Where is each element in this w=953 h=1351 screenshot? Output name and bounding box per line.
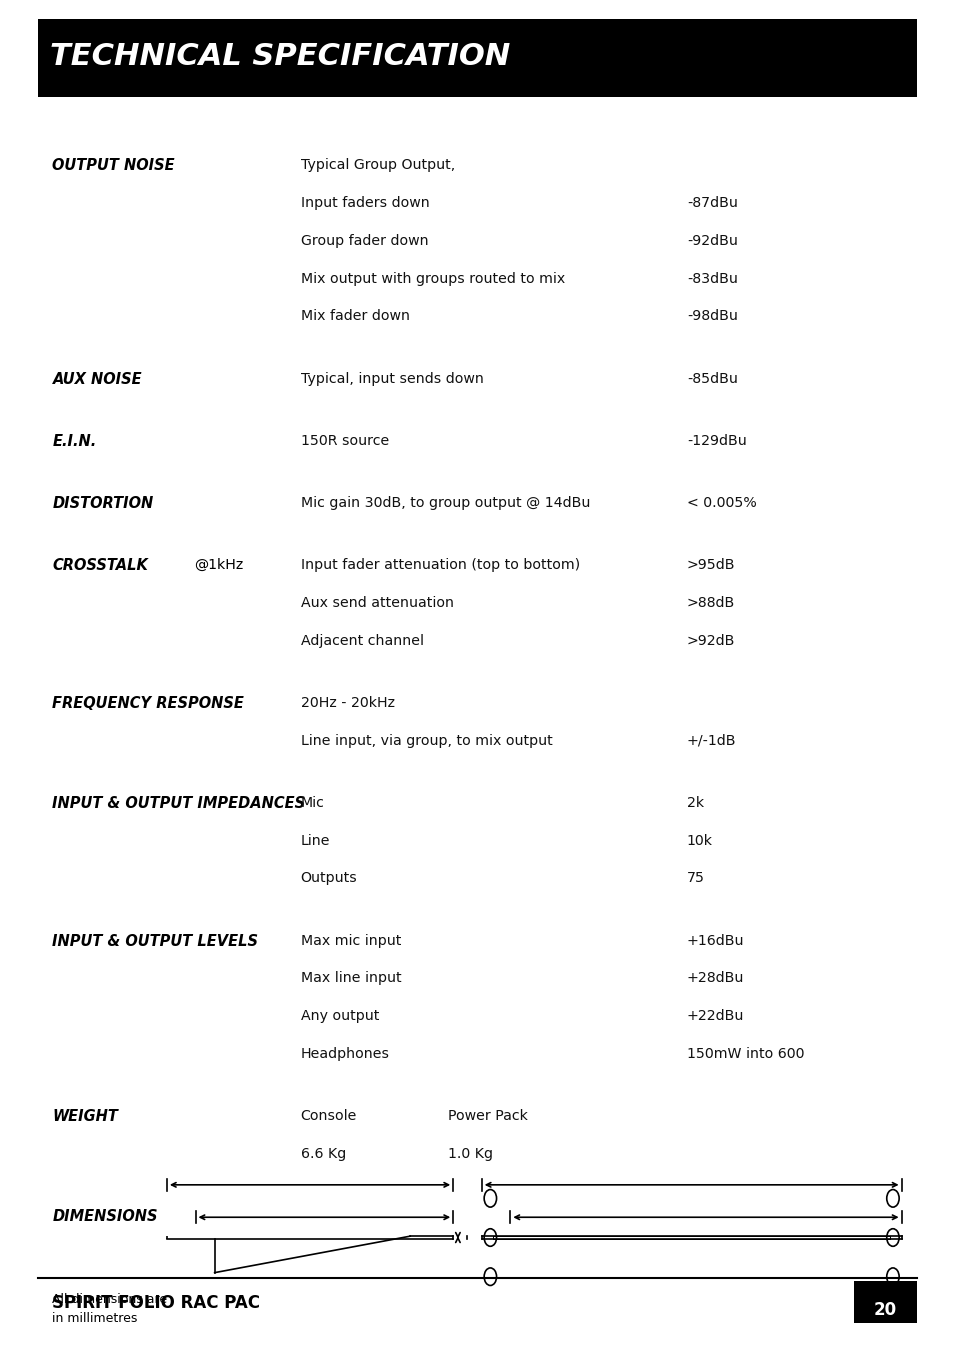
Text: Max line input: Max line input xyxy=(300,971,400,985)
Text: +16dBu: +16dBu xyxy=(686,934,743,947)
Text: 2k: 2k xyxy=(686,796,703,809)
Text: >92dB: >92dB xyxy=(686,634,735,647)
Text: @1kHz: @1kHz xyxy=(193,558,243,571)
Text: WEIGHT: WEIGHT xyxy=(52,1109,118,1124)
Text: 150R source: 150R source xyxy=(300,434,389,447)
Text: Line: Line xyxy=(300,834,330,847)
Text: Outputs: Outputs xyxy=(300,871,356,885)
Text: OUTPUT NOISE: OUTPUT NOISE xyxy=(52,158,175,173)
Text: INPUT & OUTPUT LEVELS: INPUT & OUTPUT LEVELS xyxy=(52,934,258,948)
Text: +22dBu: +22dBu xyxy=(686,1009,743,1023)
Text: >95dB: >95dB xyxy=(686,558,735,571)
Text: -85dBu: -85dBu xyxy=(686,372,737,385)
Text: Any output: Any output xyxy=(300,1009,378,1023)
Text: 6.6 Kg: 6.6 Kg xyxy=(300,1147,345,1161)
Text: Headphones: Headphones xyxy=(300,1047,389,1061)
Text: 150mW into 600: 150mW into 600 xyxy=(686,1047,803,1061)
Text: Console: Console xyxy=(300,1109,356,1123)
Text: Max mic input: Max mic input xyxy=(300,934,400,947)
Text: -87dBu: -87dBu xyxy=(686,196,737,209)
Text: -83dBu: -83dBu xyxy=(686,272,737,285)
Text: +/-1dB: +/-1dB xyxy=(686,734,736,747)
Text: Mix fader down: Mix fader down xyxy=(300,309,409,323)
Text: DISTORTION: DISTORTION xyxy=(52,496,153,511)
Text: FREQUENCY RESPONSE: FREQUENCY RESPONSE xyxy=(52,696,244,711)
Text: INPUT & OUTPUT IMPEDANCES: INPUT & OUTPUT IMPEDANCES xyxy=(52,796,305,811)
Text: DIMENSIONS: DIMENSIONS xyxy=(52,1209,158,1224)
Text: Group fader down: Group fader down xyxy=(300,234,428,247)
Text: Mic: Mic xyxy=(300,796,324,809)
Text: Adjacent channel: Adjacent channel xyxy=(300,634,423,647)
Text: Mic gain 30dB, to group output @ 14dBu: Mic gain 30dB, to group output @ 14dBu xyxy=(300,496,589,509)
Text: Mix output with groups routed to mix: Mix output with groups routed to mix xyxy=(300,272,564,285)
Text: Power Pack: Power Pack xyxy=(448,1109,528,1123)
Text: -98dBu: -98dBu xyxy=(686,309,737,323)
Text: 75: 75 xyxy=(686,871,704,885)
Text: < 0.005%: < 0.005% xyxy=(686,496,756,509)
Text: TECHNICAL SPECIFICATION: TECHNICAL SPECIFICATION xyxy=(50,42,509,72)
Text: >88dB: >88dB xyxy=(686,596,735,609)
Text: E.I.N.: E.I.N. xyxy=(52,434,96,449)
Text: AUX NOISE: AUX NOISE xyxy=(52,372,142,386)
Text: 20: 20 xyxy=(873,1301,896,1319)
Text: CROSSTALK: CROSSTALK xyxy=(52,558,148,573)
Text: 10k: 10k xyxy=(686,834,712,847)
Text: -92dBu: -92dBu xyxy=(686,234,737,247)
Text: SPIRIT FOLIO RAC PAC: SPIRIT FOLIO RAC PAC xyxy=(52,1294,260,1312)
Text: +28dBu: +28dBu xyxy=(686,971,743,985)
Text: 20Hz - 20kHz: 20Hz - 20kHz xyxy=(300,696,395,709)
Text: Typical, input sends down: Typical, input sends down xyxy=(300,372,483,385)
Text: Input fader attenuation (top to bottom): Input fader attenuation (top to bottom) xyxy=(300,558,579,571)
Bar xyxy=(38,19,916,97)
Text: Input faders down: Input faders down xyxy=(300,196,429,209)
Text: All dimensions are
in millimetres: All dimensions are in millimetres xyxy=(52,1293,168,1325)
Text: Line input, via group, to mix output: Line input, via group, to mix output xyxy=(300,734,552,747)
Bar xyxy=(853,1281,916,1323)
Text: Aux send attenuation: Aux send attenuation xyxy=(300,596,453,609)
Text: Typical Group Output,: Typical Group Output, xyxy=(300,158,455,172)
Text: 1.0 Kg: 1.0 Kg xyxy=(448,1147,493,1161)
Text: -129dBu: -129dBu xyxy=(686,434,746,447)
